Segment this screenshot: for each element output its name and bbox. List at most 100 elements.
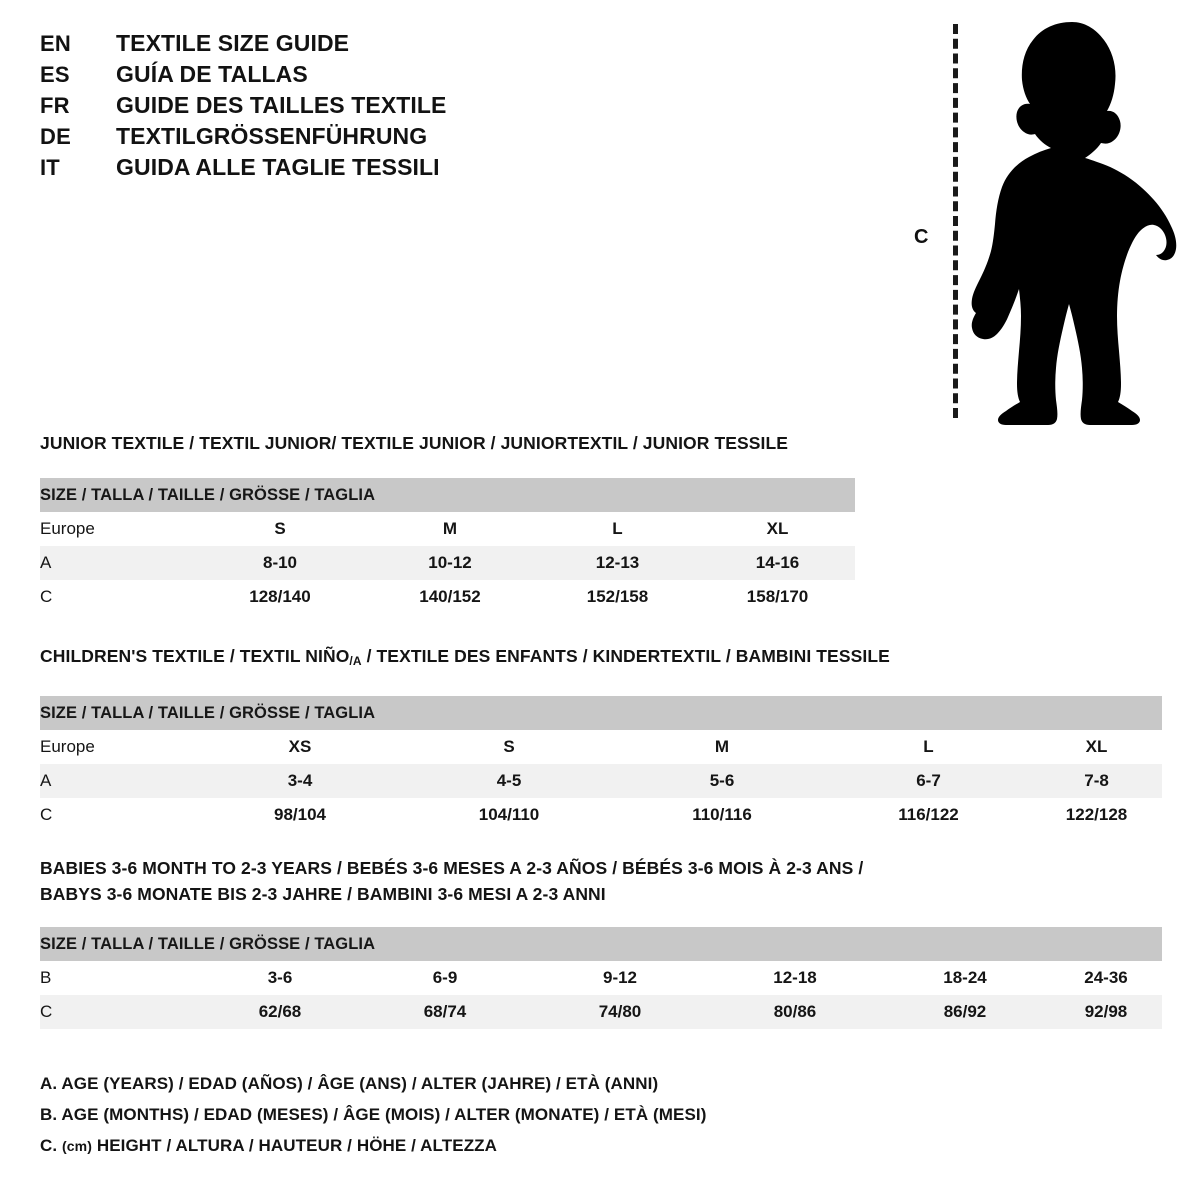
junior-age-s: 8-10 <box>195 546 365 580</box>
children-height-xl: 122/128 <box>1031 798 1163 832</box>
language-title-en: TEXTILE SIZE GUIDE <box>116 30 350 56</box>
babies-height-6: 92/98 <box>1050 995 1162 1029</box>
section-childrens-textile: CHILDREN'S TEXTILE / TEXTIL NIÑO/A / TEX… <box>40 643 1163 832</box>
junior-age-l: 12-13 <box>535 546 700 580</box>
children-table-band: SIZE / TALLA / TAILLE / GRÖSSE / TAGLIA <box>40 696 1163 730</box>
children-band-label: SIZE / TALLA / TAILLE / GRÖSSE / TAGLIA <box>40 696 1163 730</box>
children-row-label-c: C <box>40 798 200 832</box>
table-row: A 8-10 10-12 12-13 14-16 <box>40 546 856 580</box>
junior-row-label-europe: Europe <box>40 512 195 546</box>
junior-age-xl: 14-16 <box>700 546 856 580</box>
section-babies-textile: BABIES 3-6 MONTH TO 2-3 YEARS / BEBÉS 3-… <box>40 855 1162 1029</box>
language-title-fr: GUIDE DES TAILLES TEXTILE <box>116 92 447 118</box>
junior-size-s: S <box>195 512 365 546</box>
babies-months-5: 18-24 <box>880 961 1050 995</box>
babies-months-2: 6-9 <box>360 961 530 995</box>
language-code-de: DE <box>40 124 71 149</box>
children-size-l: L <box>826 730 1031 764</box>
children-height-s: 104/110 <box>400 798 618 832</box>
children-height-xs: 98/104 <box>200 798 400 832</box>
babies-table-band: SIZE / TALLA / TAILLE / GRÖSSE / TAGLIA <box>40 927 1162 961</box>
legend-line-a: A. AGE (YEARS) / EDAD (AÑOS) / ÂGE (ANS)… <box>40 1074 659 1093</box>
children-age-m: 5-6 <box>618 764 826 798</box>
children-age-l: 6-7 <box>826 764 1031 798</box>
legend-c-unit: (cm) <box>62 1138 92 1154</box>
babies-height-5: 86/92 <box>880 995 1050 1029</box>
measurement-legend: A. AGE (YEARS) / EDAD (AÑOS) / ÂGE (ANS)… <box>40 1068 940 1162</box>
table-row: C 62/68 68/74 74/80 80/86 86/92 92/98 <box>40 995 1162 1029</box>
junior-band-label: SIZE / TALLA / TAILLE / GRÖSSE / TAGLIA <box>40 478 856 512</box>
children-height-l: 116/122 <box>826 798 1031 832</box>
children-section-title: CHILDREN'S TEXTILE / TEXTIL NIÑO/A / TEX… <box>40 643 1162 674</box>
children-size-s: S <box>400 730 618 764</box>
children-size-table: SIZE / TALLA / TAILLE / GRÖSSE / TAGLIA … <box>40 696 1163 832</box>
language-title-block: EN TEXTILE SIZE GUIDE ES GUÍA DE TALLAS … <box>40 30 660 185</box>
junior-size-m: M <box>365 512 535 546</box>
language-row-es: ES GUÍA DE TALLAS <box>40 61 660 92</box>
legend-line-b: B. AGE (MONTHS) / EDAD (MESES) / ÂGE (MO… <box>40 1105 707 1124</box>
babies-size-table: SIZE / TALLA / TAILLE / GRÖSSE / TAGLIA … <box>40 927 1162 1029</box>
junior-row-label-a: A <box>40 546 195 580</box>
table-row: B 3-6 6-9 9-12 12-18 18-24 24-36 <box>40 961 1162 995</box>
children-title-post: / TEXTILE DES ENFANTS / KINDERTEXTIL / B… <box>361 646 890 666</box>
language-row-fr: FR GUIDE DES TAILLES TEXTILE <box>40 92 660 123</box>
children-height-m: 110/116 <box>618 798 826 832</box>
language-title-es: GUÍA DE TALLAS <box>116 61 308 87</box>
language-title-de: TEXTILGRÖSSENFÜHRUNG <box>116 123 428 149</box>
children-size-xl: XL <box>1031 730 1163 764</box>
babies-section-title-line2: BABYS 3-6 MONATE BIS 2-3 JAHRE / BAMBINI… <box>40 884 606 904</box>
legend-c-prefix: C. <box>40 1136 63 1155</box>
table-row: C 98/104 104/110 110/116 116/122 122/128 <box>40 798 1163 832</box>
babies-height-1: 62/68 <box>200 995 360 1029</box>
babies-section-title-line1: BABIES 3-6 MONTH TO 2-3 YEARS / BEBÉS 3-… <box>40 858 864 878</box>
babies-months-4: 12-18 <box>710 961 880 995</box>
babies-row-label-c: C <box>40 995 200 1029</box>
junior-age-m: 10-12 <box>365 546 535 580</box>
toddler-silhouette-icon <box>971 22 1177 425</box>
language-code-it: IT <box>40 155 60 180</box>
babies-months-3: 9-12 <box>530 961 710 995</box>
language-code-en: EN <box>40 31 71 56</box>
height-marker-label: C <box>914 226 929 248</box>
table-row: Europe XS S M L XL <box>40 730 1163 764</box>
children-age-xs: 3-4 <box>200 764 400 798</box>
table-row: C 128/140 140/152 152/158 158/170 <box>40 580 856 614</box>
children-size-xs: XS <box>200 730 400 764</box>
language-row-en: EN TEXTILE SIZE GUIDE <box>40 30 660 61</box>
junior-height-xl: 158/170 <box>700 580 856 614</box>
language-code-es: ES <box>40 62 70 87</box>
junior-row-label-c: C <box>40 580 195 614</box>
children-size-m: M <box>618 730 826 764</box>
height-illustration: C <box>900 8 1190 428</box>
junior-size-xl: XL <box>700 512 856 546</box>
babies-height-2: 68/74 <box>360 995 530 1029</box>
height-dashed-line-icon <box>953 24 958 418</box>
junior-table-band: SIZE / TALLA / TAILLE / GRÖSSE / TAGLIA <box>40 478 856 512</box>
babies-months-1: 3-6 <box>200 961 360 995</box>
babies-months-6: 24-36 <box>1050 961 1162 995</box>
junior-height-s: 128/140 <box>195 580 365 614</box>
junior-section-title: JUNIOR TEXTILE / TEXTIL JUNIOR/ TEXTILE … <box>40 433 789 453</box>
babies-band-label: SIZE / TALLA / TAILLE / GRÖSSE / TAGLIA <box>40 927 1162 961</box>
junior-size-table: SIZE / TALLA / TAILLE / GRÖSSE / TAGLIA … <box>40 478 856 614</box>
children-age-s: 4-5 <box>400 764 618 798</box>
legend-line-c: C. (cm) HEIGHT / ALTURA / HAUTEUR / HÖHE… <box>40 1130 940 1162</box>
babies-height-4: 80/86 <box>710 995 880 1029</box>
junior-size-l: L <box>535 512 700 546</box>
table-row: Europe S M L XL <box>40 512 856 546</box>
children-row-label-a: A <box>40 764 200 798</box>
children-title-subscript: /A <box>349 654 362 668</box>
language-row-it: IT GUIDA ALLE TAGLIE TESSILI <box>40 154 660 185</box>
section-junior-textile: JUNIOR TEXTILE / TEXTIL JUNIOR/ TEXTILE … <box>40 430 856 614</box>
junior-height-m: 140/152 <box>365 580 535 614</box>
babies-row-label-b: B <box>40 961 200 995</box>
legend-c-suffix: HEIGHT / ALTURA / HAUTEUR / HÖHE / ALTEZ… <box>92 1136 498 1155</box>
table-row: A 3-4 4-5 5-6 6-7 7-8 <box>40 764 1163 798</box>
junior-height-l: 152/158 <box>535 580 700 614</box>
children-title-pre: CHILDREN'S TEXTILE / TEXTIL NIÑO <box>40 646 350 666</box>
language-title-it: GUIDA ALLE TAGLIE TESSILI <box>116 154 440 180</box>
language-code-fr: FR <box>40 93 70 118</box>
babies-height-3: 74/80 <box>530 995 710 1029</box>
language-row-de: DE TEXTILGRÖSSENFÜHRUNG <box>40 123 660 154</box>
children-age-xl: 7-8 <box>1031 764 1163 798</box>
